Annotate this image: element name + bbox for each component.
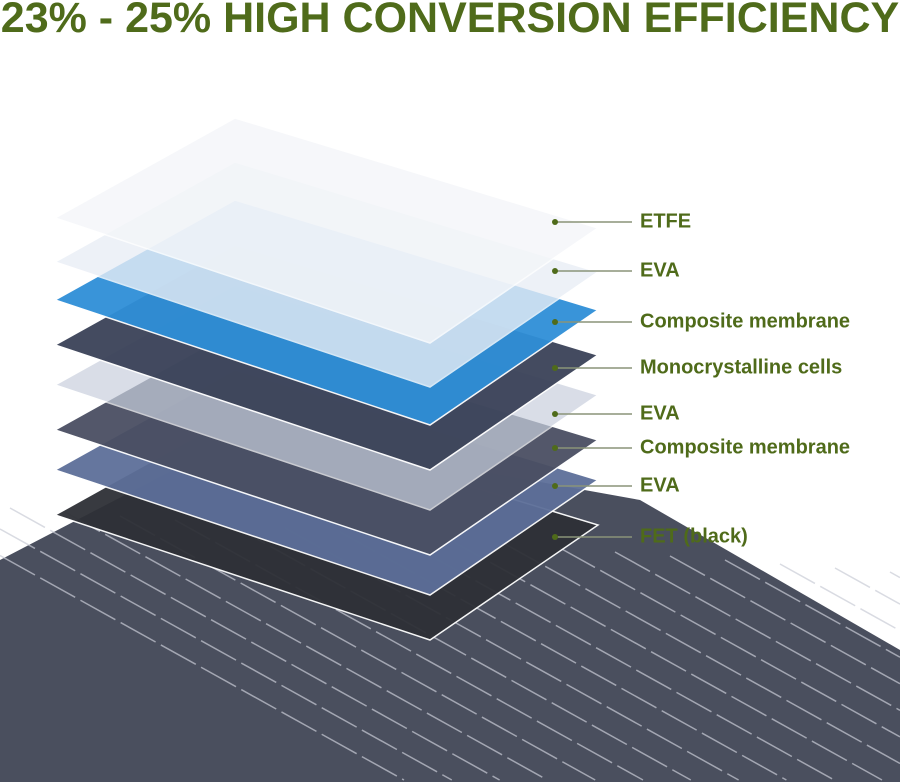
leader-dot [552,483,558,489]
leader-dot [552,365,558,371]
layer-label: FET (black) [640,525,748,548]
cell-line [0,528,453,781]
cell-line [559,547,900,738]
cell-line [229,523,692,781]
cell-line [889,571,900,579]
layer-label: Composite membrane [640,310,851,333]
cell-line [9,507,500,781]
leader-dot [552,445,558,451]
cell-line [0,554,405,781]
cell-line [504,543,900,765]
cell-line [614,551,900,711]
layer-label: Monocrystalline cells [640,356,843,379]
leader-dot [552,219,558,225]
leader-dot [552,268,558,274]
cell-line [174,519,644,781]
leader-dot [552,534,558,540]
layer-label: EVA [640,259,680,282]
layer-sheet [53,117,600,344]
cell-line [284,527,739,781]
layer-label: EVA [640,402,680,425]
layer-label: EVA [640,474,680,497]
cell-line [449,539,883,781]
layer-label: ETFE [640,210,692,233]
cell-line [669,555,900,685]
cell-line [834,567,900,605]
leader-dot [552,319,558,325]
page-title: 23% - 25% HIGH CONVERSION EFFICIENCY [0,0,900,42]
layer-label: Composite membrane [640,436,851,459]
leader-dot [552,411,558,417]
cell-line [119,515,596,781]
cell-line [724,559,900,658]
cell-line [779,563,900,632]
